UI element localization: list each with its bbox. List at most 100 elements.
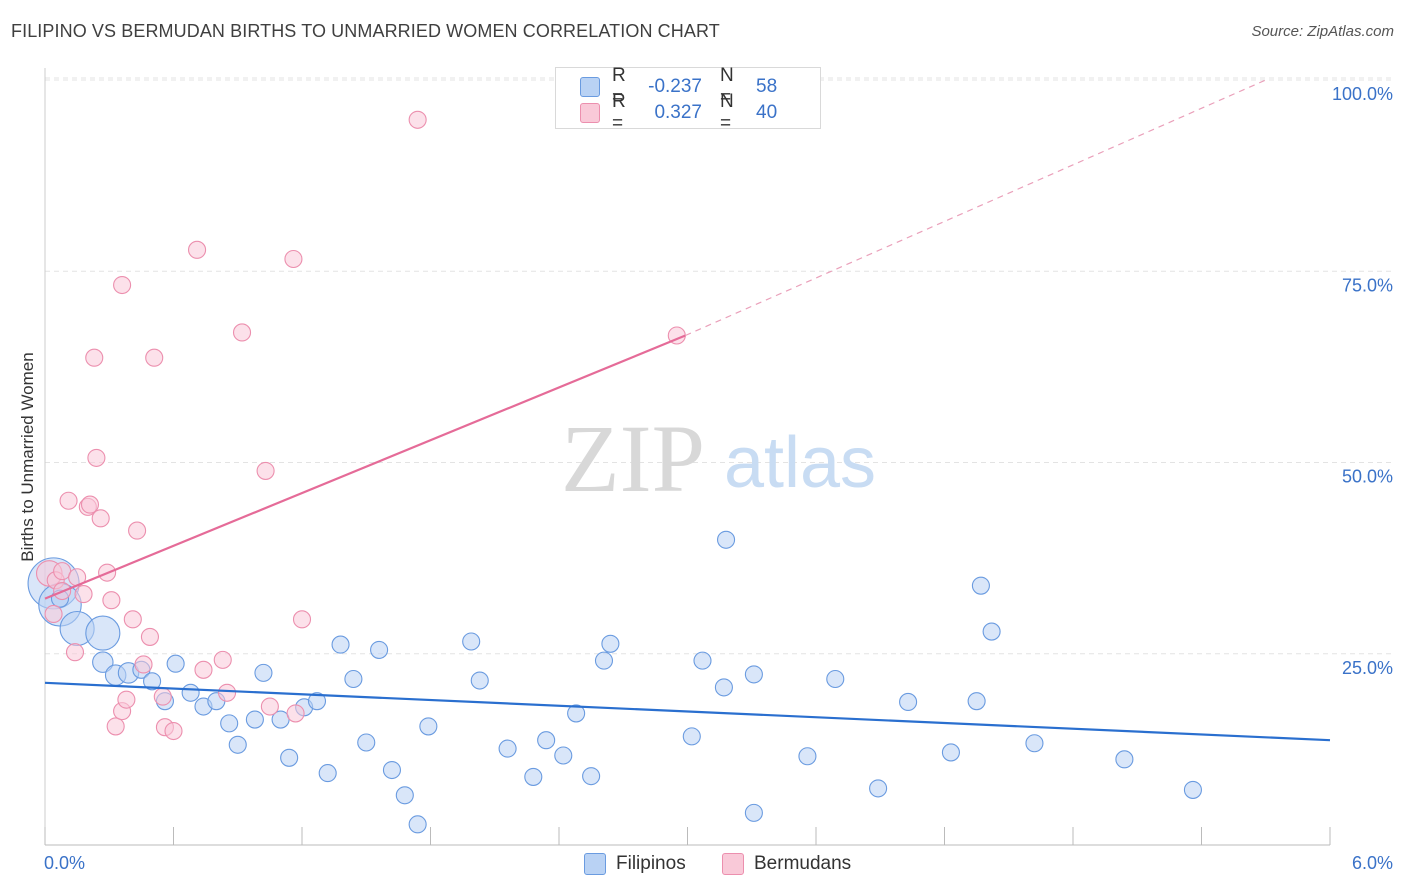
filipino-point [85,615,121,651]
x-tick-label-max: 6.0% [1352,853,1393,873]
filipino-point [537,731,556,750]
y-tick-label: 50.0% [1342,467,1393,487]
bermudan-point [65,643,85,662]
bermudan-point [80,495,100,514]
legend-row-filipinos: R = -0.237 N = 58 [580,65,778,108]
bermudan-point [408,110,427,129]
axes [44,68,1331,846]
filipino-point [280,748,299,767]
filipino-point [419,717,438,736]
bermudan-point [284,249,303,269]
bermudan-point [213,650,232,669]
legend-swatch-pink [580,103,600,123]
filipino-point [245,710,264,729]
filipino-point [1183,780,1202,799]
filipino-point [682,727,701,746]
legend-n-value: 58 [756,76,778,97]
filipino-point [470,671,489,690]
bermudan-point [85,348,104,367]
filipino-point [982,622,1001,641]
filipino-point [382,760,402,780]
filipino-point [554,746,573,765]
legend-r-label: R = [612,65,626,108]
correlation-legend: R = -0.237 N = 58 R = 0.327 N = 40 [555,65,821,134]
bermudan-point [188,240,207,259]
filipino-point [462,632,481,651]
y-tick-label: 75.0% [1342,275,1393,295]
filipino-point [498,739,517,758]
legend-label-bermudans: Bermudans [754,853,852,874]
source-credit: Source: ZipAtlas.com [1251,23,1394,40]
bermudan-point [59,491,78,510]
legend-swatch-blue [580,77,600,97]
watermark-atlas: atlas [724,423,876,503]
bermudan-point [123,610,142,629]
filipino-point [716,530,736,549]
filipino-point [220,714,239,733]
data-points [27,110,1202,834]
watermark-zip: ZIP [561,405,705,512]
filipino-point [714,678,733,697]
filipino-point [798,747,817,766]
bermudan-point [91,509,110,528]
bermudan-point [44,604,63,624]
trendline-filipinos [44,681,1331,742]
bermudan-point [260,697,279,716]
filipino-point [967,692,986,711]
bermudan-point [256,461,275,480]
tick-labels: 25.0% 50.0% 75.0% 100.0% 0.0% 6.0% [44,84,1393,873]
filipino-point [744,665,763,684]
filipino-point [941,743,960,762]
filipino-point [582,767,601,786]
legend-swatch-bermudans [722,853,744,875]
trendline-extension-bermudans [685,79,1266,337]
filipino-point [395,786,414,805]
y-tick-label: 100.0% [1332,84,1393,104]
bermudan-point [286,704,305,723]
legend-r-value: 0.327 [654,102,702,123]
bermudan-point [102,591,121,610]
trend-lines [44,79,1331,742]
series-bermudans [35,110,686,741]
legend-label-filipinos: Filipinos [616,853,686,874]
trendline-bermudans [44,334,686,600]
x-tick-label-min: 0.0% [44,853,85,873]
filipino-point [971,576,990,595]
filipino-point [318,764,337,783]
bermudan-point [292,610,312,629]
chart-title: FILIPINO VS BERMUDAN BIRTHS TO UNMARRIED… [11,21,720,41]
bermudan-point [164,721,183,741]
bermudan-point [128,521,147,540]
filipino-point [254,663,273,682]
filipino-point [869,779,888,798]
bermudan-point [74,585,93,604]
filipino-point [228,735,247,754]
filipino-point [370,640,389,659]
filipino-point [344,669,363,689]
legend-n-value: 40 [756,102,778,123]
legend-swatch-filipinos [584,853,606,875]
legend-r-value: -0.237 [648,76,702,97]
legend-n-label: N = [720,91,734,134]
bermudan-point [140,627,159,646]
legend-r-label: R = [612,91,626,134]
bermudan-point [134,655,153,674]
bermudan-point [153,687,172,706]
bermudan-point [106,717,125,736]
series-legend-filipinos[interactable]: Filipinos [584,851,686,877]
filipino-point [181,683,200,702]
bermudan-point [87,448,106,467]
grid-lines [45,77,1392,655]
bermudan-point [217,683,237,702]
filipino-point [693,651,712,670]
filipino-point [1025,734,1044,753]
filipino-point [307,692,327,711]
filipino-point [357,733,376,752]
filipino-point [744,803,763,822]
filipino-point [1115,750,1134,769]
series-legend-bermudans[interactable]: Bermudans [722,851,851,877]
series-filipinos [27,530,1202,834]
filipino-point [524,767,543,786]
bermudan-point [232,323,252,342]
